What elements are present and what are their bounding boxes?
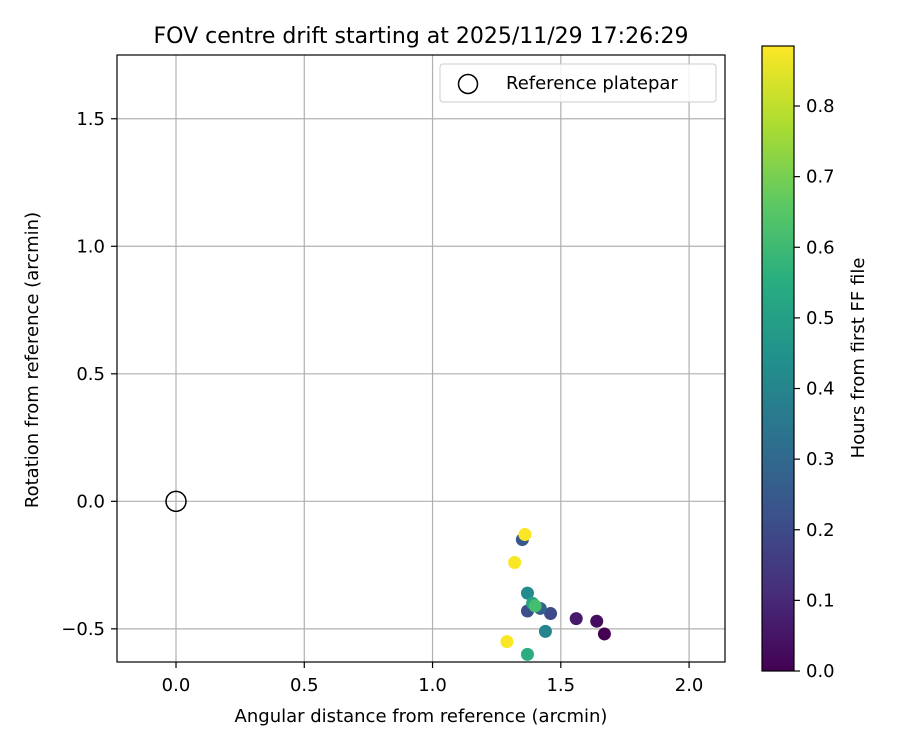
colorbar-ticks: 0.0 0.1 0.2 0.3 0.4 0.5 0.6 0.7 0.8 — [794, 96, 835, 682]
x-tick-label: 2.0 — [675, 675, 704, 696]
data-point — [518, 527, 532, 541]
colorbar: 0.0 0.1 0.2 0.3 0.4 0.5 0.6 0.7 0.8 Hours from f… — [761, 45, 869, 682]
x-tick-label: 1.5 — [546, 675, 575, 696]
y-tick-label: 0.0 — [76, 491, 105, 512]
reference-platepar-point — [165, 490, 187, 513]
legend-marker — [457, 73, 479, 95]
data-point — [590, 614, 604, 628]
legend: Reference platepar — [439, 63, 717, 103]
colorbar-tick-label: 0.6 — [806, 237, 835, 258]
colorbar-tick-label: 0.1 — [806, 590, 835, 611]
y-axis-label: Rotation from reference (arcmin) — [22, 212, 43, 508]
data-point — [597, 627, 611, 641]
data-point — [520, 647, 534, 661]
data-point — [528, 599, 542, 613]
data-point — [520, 586, 534, 600]
chart-title: FOV centre drift starting at 2025/11/29 … — [154, 24, 689, 49]
x-tick-label: 0.0 — [162, 675, 191, 696]
y-tick-label: 0.5 — [76, 364, 105, 385]
reference-marker — [165, 490, 187, 513]
plot-frame — [116, 54, 726, 663]
x-tick-label: 0.5 — [290, 675, 319, 696]
colorbar-tick-label: 0.8 — [806, 96, 835, 117]
x-axis-label: Angular distance from reference (arcmin) — [235, 706, 608, 727]
legend-label: Reference platepar — [506, 73, 678, 94]
data-point — [508, 556, 522, 570]
y-tick-label: 1.5 — [76, 109, 105, 130]
colorbar-tick-label: 0.3 — [806, 449, 835, 470]
grid — [117, 55, 725, 662]
data-point — [569, 612, 583, 626]
x-axis-ticks: 0.0 0.5 1.0 1.5 2.0 — [162, 662, 704, 696]
colorbar-label: Hours from first FF file — [848, 258, 869, 459]
colorbar-tick-label: 0.0 — [806, 661, 835, 682]
colorbar-gradient — [762, 46, 794, 671]
colorbar-tick-label: 0.4 — [806, 379, 835, 400]
y-tick-label: 1.0 — [76, 236, 105, 257]
y-axis-ticks: −0.5 0.0 0.5 1.0 1.5 — [61, 109, 117, 640]
data-point — [538, 624, 552, 638]
colorbar-tick-label: 0.5 — [806, 308, 835, 329]
y-tick-label: −0.5 — [61, 619, 105, 640]
colorbar-frame — [761, 45, 795, 672]
data-points — [500, 527, 611, 661]
data-point — [544, 607, 558, 621]
colorbar-tick-label: 0.7 — [806, 167, 835, 188]
legend-box — [439, 63, 717, 103]
x-tick-label: 1.0 — [418, 675, 447, 696]
colorbar-tick-label: 0.2 — [806, 520, 835, 541]
data-point — [500, 635, 514, 649]
